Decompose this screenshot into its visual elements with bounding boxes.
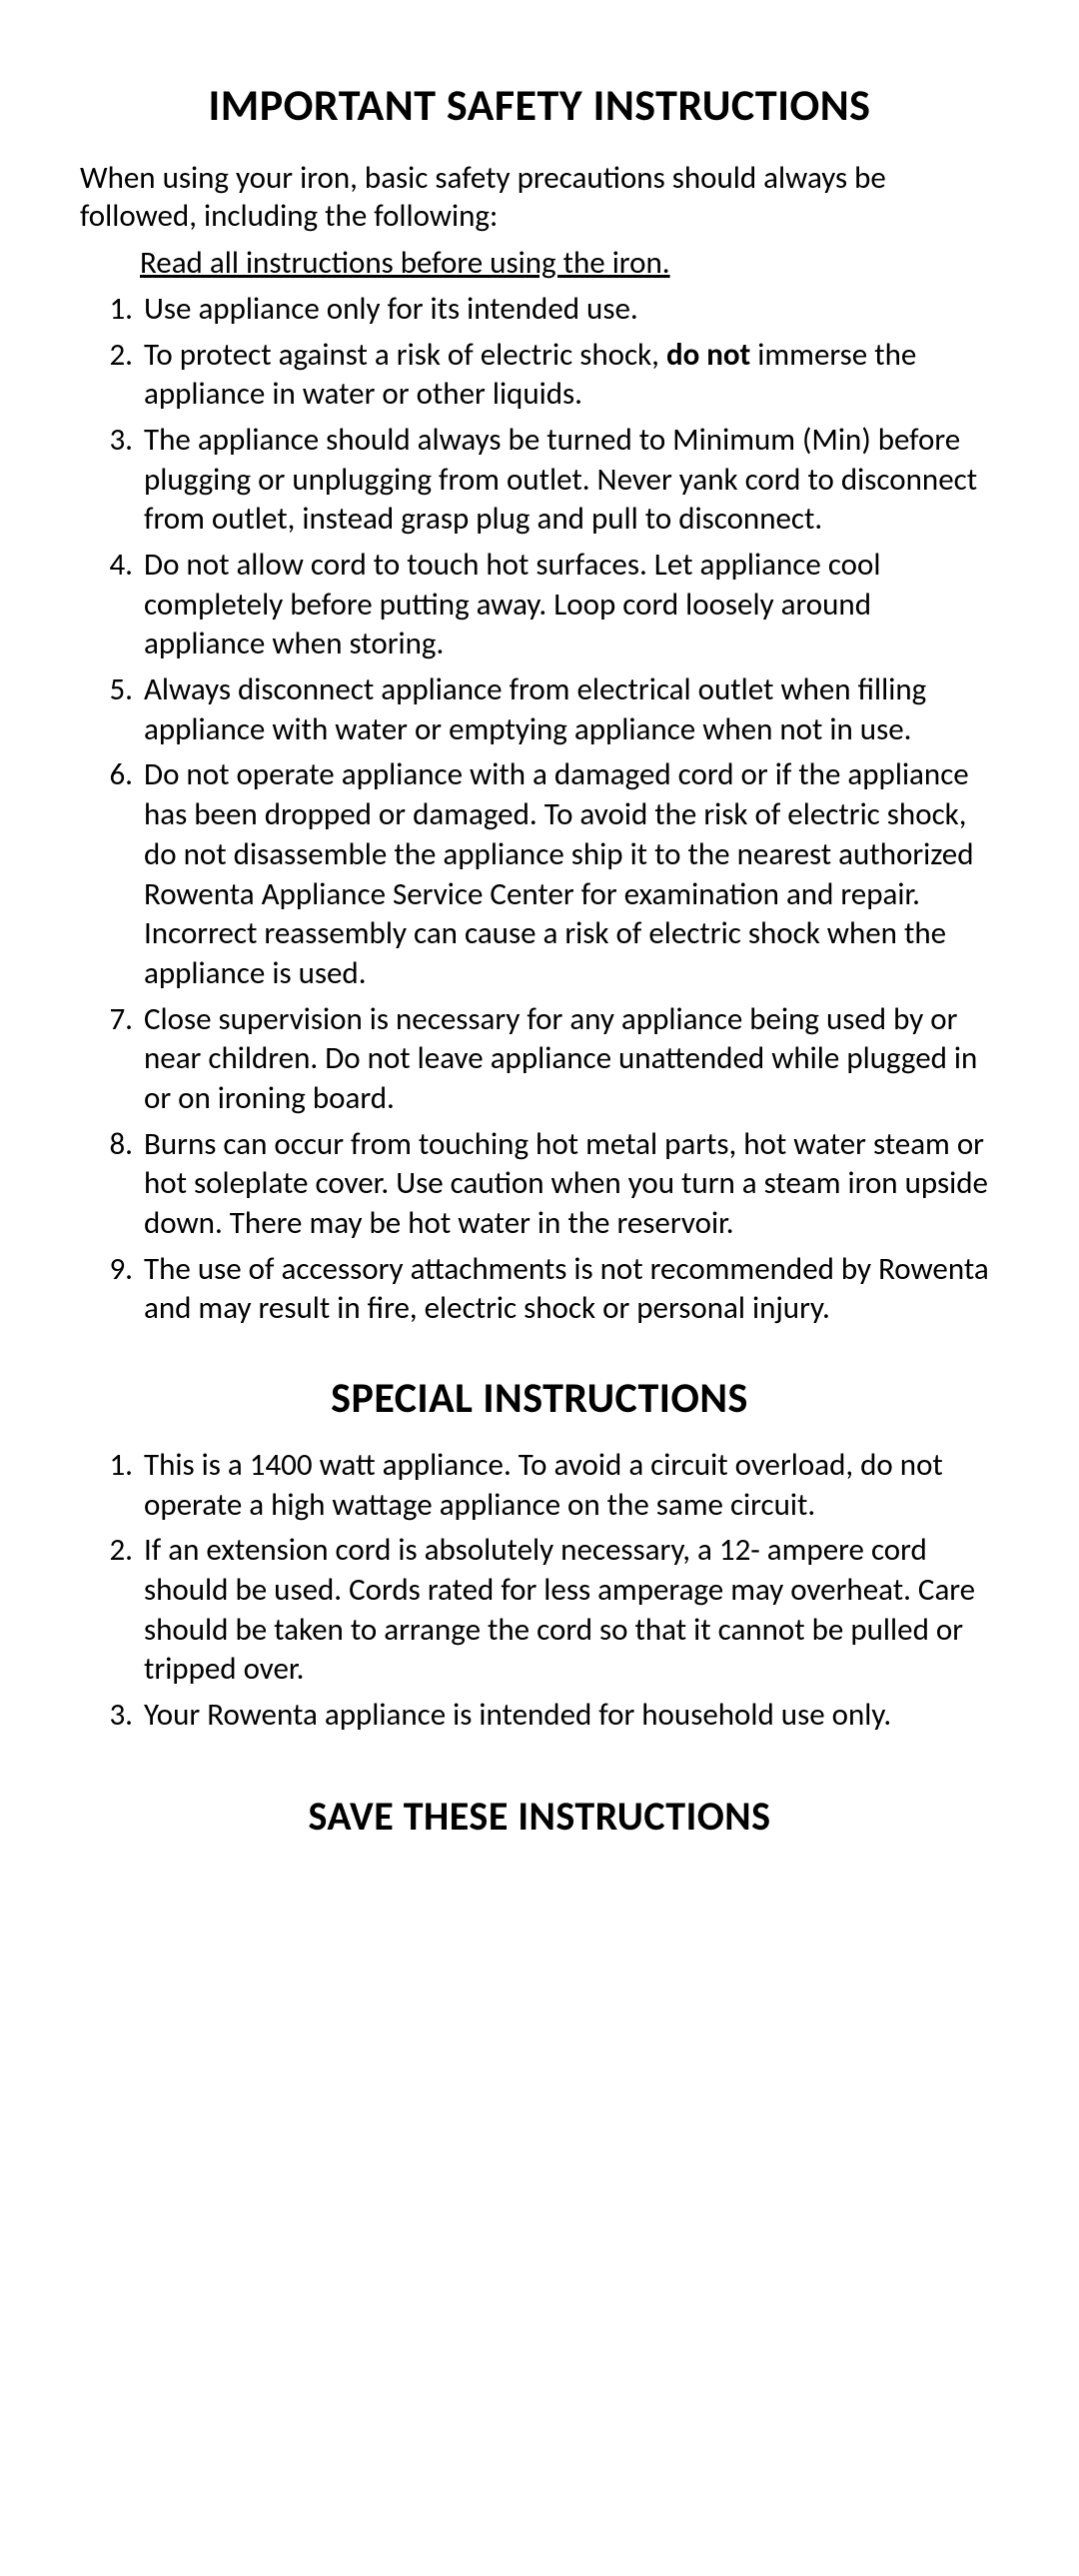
instruction-item: Do not allow cord to touch hot surfaces.… bbox=[140, 546, 999, 664]
instruction-item: Close supervision is necessary for any a… bbox=[140, 1000, 999, 1119]
instruction-item: Do not operate appliance with a damaged … bbox=[140, 755, 999, 993]
instruction-item: If an extension cord is absolutely neces… bbox=[140, 1531, 999, 1690]
instruction-text-bold: do not bbox=[666, 336, 750, 374]
instruction-item: Use appliance only for its intended use. bbox=[140, 290, 999, 330]
special-instructions-title: SPECIAL INSTRUCTIONS bbox=[80, 1373, 999, 1424]
instruction-item: Your Rowenta appliance is intended for h… bbox=[140, 1696, 999, 1736]
read-all-line: Read all instructions before using the i… bbox=[140, 244, 999, 282]
save-instructions-title: SAVE THESE INSTRUCTIONS bbox=[80, 1792, 999, 1841]
safety-instructions-list: Use appliance only for its intended use.… bbox=[140, 290, 999, 1329]
instruction-item: Always disconnect appliance from electri… bbox=[140, 670, 999, 749]
instruction-text-prefix: To protect against a risk of electric sh… bbox=[144, 336, 666, 374]
main-title: IMPORTANT SAFETY INSTRUCTIONS bbox=[80, 80, 999, 131]
instruction-item: This is a 1400 watt appliance. To avoid … bbox=[140, 1446, 999, 1525]
instruction-item: Burns can occur from touching hot metal … bbox=[140, 1125, 999, 1244]
instruction-item: The use of accessory attachments is not … bbox=[140, 1250, 999, 1329]
instruction-item: The appliance should always be turned to… bbox=[140, 421, 999, 540]
document-page: IMPORTANT SAFETY INSTRUCTIONS When using… bbox=[0, 0, 1079, 1841]
instruction-item: To protect against a risk of electric sh… bbox=[140, 336, 999, 415]
intro-paragraph: When using your iron, basic safety preca… bbox=[80, 159, 999, 237]
special-instructions-list: This is a 1400 watt appliance. To avoid … bbox=[140, 1446, 999, 1736]
